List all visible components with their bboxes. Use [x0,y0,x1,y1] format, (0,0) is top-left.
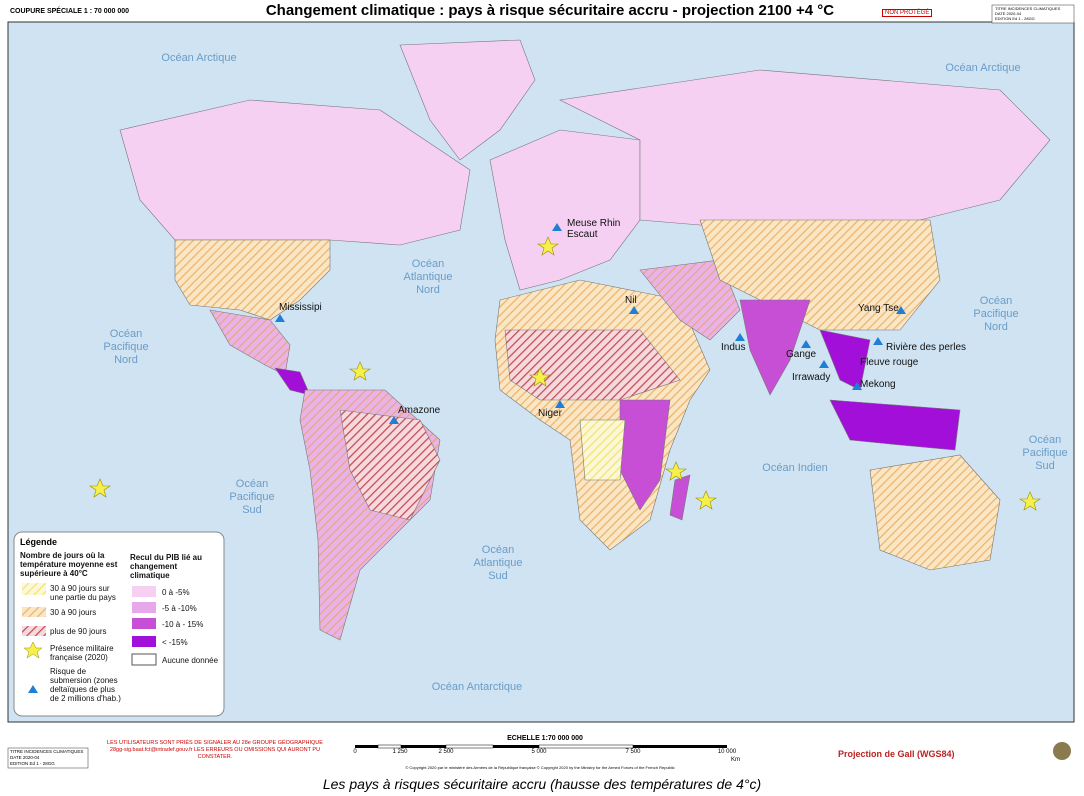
river-label: Mississipi [279,302,322,313]
scale-note: COUPURE SPÉCIALE 1 : 70 000 000 [10,8,130,15]
legend-heading: Recul du PIB lié au changement climatiqu… [130,553,203,580]
river-label: Rivière des perles [886,342,967,353]
cartouche-line: DATE 2020-04 [995,11,1022,16]
scale-unit: Km [731,757,740,763]
scale-tick: 1 250 [392,749,408,755]
river-label: Nil [625,295,637,306]
projection: Projection de Gall (WGS84) [838,749,955,759]
ocean-label: Océan Pacifique Sud [229,478,275,516]
legend-item: 30 à 90 jours [50,608,97,617]
emblem [1053,742,1071,760]
river-label: Gange [786,349,817,360]
ocean-label: Océan Atlantique Nord [403,258,453,296]
copyright: © Copyright 2020 par le ministère des Ar… [405,765,675,770]
ocean-label: Océan Arctique [161,52,237,64]
river-label: Fleuve rouge [860,357,919,368]
river-label: Niger [538,408,562,419]
swatch [22,626,46,636]
caption: Les pays à risques sécuritaire accru (ha… [322,776,762,792]
legend-item: -10 à - 15% [162,620,204,629]
cartouche-line: TITRE INCIDENCES CLIMATIQUES [995,6,1061,11]
cartouche-line: EDITION Ed 1 - 28GG [10,761,55,766]
swatch [22,607,46,617]
river-label: Meuse Rhin Escaut [567,218,621,240]
legend-item: -5 à -10% [162,604,197,613]
ocean-label: Océan Indien [762,462,828,474]
legend-item: 0 à -5% [162,588,190,597]
military-markers [89,236,1041,511]
swatch [23,641,43,659]
land [119,39,1051,641]
river-label: Indus [721,342,746,353]
legend-item: Risque de submersion (zones deltaïques d… [50,667,121,703]
legend-item: < -15% [162,638,188,647]
ocean-label: Océan Arctique [945,62,1021,74]
river-label: Mekong [860,379,896,390]
cartouche-line: DATE 2020-04 [10,755,40,760]
legend-title: Légende [20,537,58,547]
cartouche: TITRE INCIDENCES CLIMATIQUES DATE 2020-0… [10,749,83,767]
swatch [132,586,156,597]
submersion-markers [275,223,906,424]
notice: LES UTILISATEURS SONT PRIÉS DE SIGNALER … [107,740,323,760]
scale-tick: 0 [353,749,357,755]
legend-item: Aucune donnée [162,656,219,665]
cartouche: TITRE INCIDENCES CLIMATIQUES DATE 2020-0… [995,6,1060,21]
cartouche-box [7,747,89,769]
legend-item: 30 à 90 jours sur une partie du pays [50,584,116,602]
cartouche-box [991,4,1075,24]
scale-tick: 5 000 [531,749,547,755]
title: Changement climatique : pays à risque sé… [265,2,835,19]
ocean-label: Océan Antarctique [431,681,523,693]
ocean-label: Océan Atlantique Sud [473,544,523,582]
legend-heading: Nombre de jours où la température moyenn… [20,551,118,578]
swatch [132,636,156,647]
scale-title: ECHELLE 1:70 000 000 [507,735,583,742]
cartouche-line: TITRE INCIDENCES CLIMATIQUES [10,749,84,754]
swatch [28,685,38,693]
river-label: Irrawady [792,372,831,383]
river-label: Amazone [398,405,441,416]
swatch [131,653,157,666]
river-label: Yang Tse [858,303,899,314]
scale-tick: 10 000 [717,749,737,755]
swatch [22,583,46,595]
scale-bar [355,744,727,749]
legend-item: Présence militaire française (2020) [50,644,114,662]
classification: NON PROTÉGÉ [882,9,933,17]
swatch [132,602,156,613]
ocean-label: Océan Pacifique Nord [103,328,149,366]
ocean-label: Océan Pacifique Nord [973,295,1019,333]
legend-box [13,531,225,717]
swatch [132,618,156,629]
scale-tick: 7 500 [625,749,641,755]
legend-item: plus de 90 jours [50,627,107,636]
ocean-label: Océan Pacifique Sud [1022,434,1068,472]
scale-tick: 2 500 [438,749,454,755]
cartouche-line: EDITION Ed 1 - 28GG [995,16,1035,21]
